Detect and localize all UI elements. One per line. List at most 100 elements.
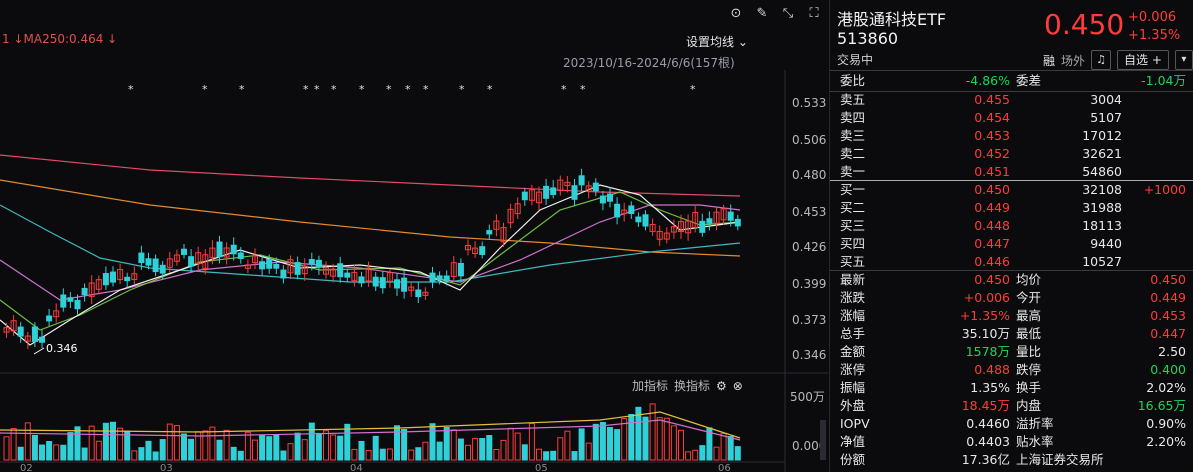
- volume-bar: [152, 451, 159, 461]
- x-tick-label: 02: [20, 463, 33, 472]
- volume-bar: [394, 425, 400, 461]
- ask-label: 卖四: [840, 110, 866, 125]
- ask-row: 卖一 0.451 54860: [830, 163, 1193, 181]
- bid-volume: 10527: [1082, 254, 1122, 269]
- bell-icon[interactable]: ♫: [1091, 50, 1112, 70]
- volume-bar: [53, 444, 60, 461]
- y-tick-label: 0.506: [792, 133, 826, 147]
- stat-value: 35.10万: [961, 326, 1010, 341]
- change-value: +0.006: [1128, 10, 1177, 25]
- event-star: *: [561, 83, 567, 96]
- event-star: *: [359, 83, 365, 96]
- candle-body: [159, 264, 166, 274]
- stat-label: 均价: [1016, 272, 1042, 287]
- volume-bar: [635, 406, 642, 461]
- volume-bar: [344, 423, 351, 461]
- candle-body: [223, 247, 230, 258]
- vol-ma10-line: [0, 419, 741, 441]
- close-icon[interactable]: ⊗: [732, 378, 743, 393]
- candle-body: [173, 254, 180, 262]
- margin-badge: 融: [1043, 53, 1056, 68]
- volume-bar: [60, 444, 67, 461]
- candle-body: [720, 208, 727, 221]
- chevron-down-circle-icon[interactable]: ⊙: [730, 6, 742, 21]
- candle-body: [110, 271, 116, 283]
- volume-bar: [266, 436, 273, 461]
- volume-bar: [188, 438, 195, 461]
- candle-body: [372, 276, 379, 287]
- stat-row: 涨跌 +0.006 今开 0.449: [830, 289, 1193, 307]
- candle-body: [17, 326, 24, 337]
- switch-indicator-button[interactable]: 换指标: [674, 379, 711, 393]
- candle-body: [394, 279, 400, 289]
- add-watchlist-button[interactable]: 自选 +: [1117, 50, 1169, 70]
- stat-label: 换手: [1016, 380, 1042, 395]
- settings-icon[interactable]: ⚙: [716, 378, 727, 393]
- candle-body: [663, 232, 670, 240]
- bid-label: 买三: [840, 218, 866, 233]
- stat-value: 0.450: [974, 272, 1010, 287]
- bid-price: 0.449: [974, 200, 1010, 215]
- volume-bar: [550, 450, 557, 461]
- volume-bar: [81, 447, 88, 461]
- candle-body: [727, 211, 734, 221]
- kline-chart[interactable]: 0.533 0.506 0.480 0.453 0.426 0.399 0.373 0.346…: [0, 0, 828, 472]
- volume-bar: [330, 434, 337, 461]
- volume-bar: [209, 426, 216, 461]
- candle-body: [507, 208, 514, 224]
- volume-bar: [110, 421, 116, 461]
- add-indicator-button[interactable]: 加指标: [632, 379, 669, 393]
- y-tick-label: 0.426: [792, 240, 826, 254]
- otc-link[interactable]: 场外: [1061, 53, 1086, 68]
- stat-value: 0.450: [1150, 272, 1186, 287]
- bid-label: 买五: [840, 254, 866, 269]
- bid-label: 买四: [840, 236, 866, 251]
- event-star: *: [128, 83, 134, 96]
- pin-icon[interactable]: ⤡: [782, 6, 794, 21]
- bid-volume: 9440: [1090, 236, 1122, 251]
- stat-label: 量比: [1016, 344, 1042, 359]
- candle-body: [550, 187, 557, 195]
- chart-area[interactable]: 0.533 0.506 0.480 0.453 0.426 0.399 0.373 0.346…: [0, 0, 828, 472]
- volume-bar: [216, 439, 223, 461]
- watchlist-dropdown-icon[interactable]: ▾: [1174, 50, 1193, 70]
- candle-body: [365, 267, 372, 282]
- pen-icon[interactable]: ✎: [756, 6, 768, 21]
- stat-label: 跌停: [1016, 362, 1042, 377]
- candle-body: [117, 269, 124, 281]
- x-tick-label: 03: [160, 463, 173, 472]
- stat-label: 内盘: [1016, 398, 1042, 413]
- event-star: *: [386, 83, 392, 96]
- stat-label: 上海证券交易所: [1016, 452, 1104, 467]
- y-tick-label: 0.533: [792, 96, 826, 110]
- quote-panel: 港股通科技ETF 513860 交易中 0.450 +0.006 +1.35% …: [829, 0, 1193, 472]
- stat-row: 振幅 1.35% 换手 2.02%: [830, 379, 1193, 397]
- ma10-line: [0, 191, 741, 331]
- stat-label: 外盘: [840, 398, 866, 413]
- bid-price: 0.450: [974, 182, 1010, 197]
- candle-body: [379, 277, 386, 289]
- set-ma-button[interactable]: 设置均线 ⌄: [686, 35, 748, 49]
- volume-bar: [181, 433, 187, 461]
- event-star: *: [405, 83, 411, 96]
- stat-value: 0.453: [1150, 308, 1186, 323]
- stat-label: 份额: [840, 452, 866, 467]
- candle-body: [344, 272, 351, 278]
- bid-row: 买四 0.447 9440: [830, 235, 1193, 253]
- ask-label: 卖五: [840, 92, 866, 107]
- volume-bar: [145, 440, 152, 461]
- volume-bar: [571, 451, 578, 461]
- volume-bar: [351, 448, 358, 461]
- candle-body: [472, 247, 479, 255]
- y-tick-label: 0.346: [792, 348, 826, 362]
- volume-bar: [649, 403, 656, 461]
- volume-bar: [663, 417, 670, 461]
- candle-body: [46, 315, 53, 322]
- stat-label: IOPV: [840, 416, 870, 431]
- volume-bar: [514, 432, 521, 461]
- volume-bar: [628, 413, 635, 461]
- candle-body: [3, 327, 10, 333]
- candle-body: [656, 230, 663, 240]
- ask-volume: 32621: [1082, 146, 1122, 161]
- expand-icon[interactable]: ⛶: [809, 6, 819, 21]
